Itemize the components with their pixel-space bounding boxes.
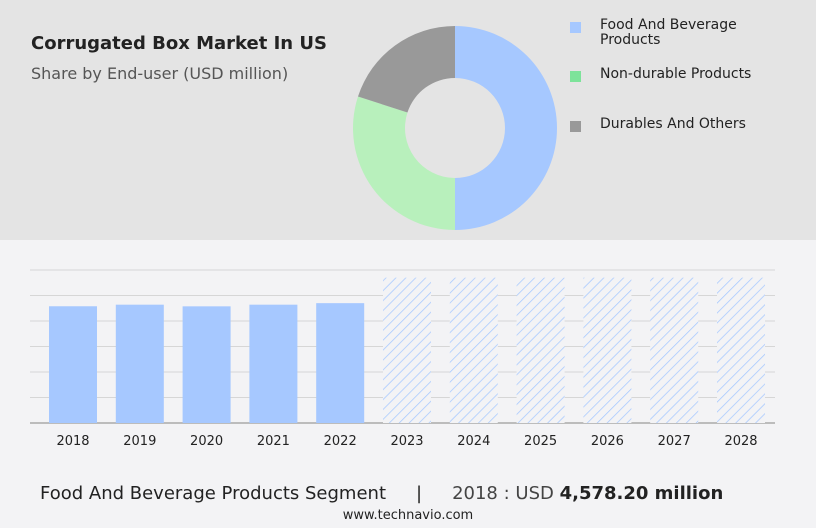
- x-tick-label: 2018: [56, 434, 89, 449]
- x-tick-label: 2022: [324, 434, 357, 449]
- bar: [182, 306, 231, 423]
- footer-year: 2018 : USD: [452, 483, 560, 504]
- footer-value: 4,578.20 million: [559, 483, 724, 504]
- donut-slice: [455, 26, 557, 230]
- footer-separator: |: [416, 483, 423, 504]
- footer-summary: Food And Beverage Products Segment | 2018 …: [40, 483, 723, 504]
- x-tick-label: 2024: [457, 434, 490, 449]
- legend-item-durables: Durables And Others: [570, 117, 810, 149]
- x-tick-label: 2026: [591, 434, 624, 449]
- x-tick-label: 2027: [658, 434, 691, 449]
- footer-segment: Food And Beverage Products Segment: [40, 483, 386, 504]
- forecast-bar: [516, 277, 565, 423]
- donut-slice: [353, 96, 455, 230]
- legend-label: Food And Beverage Products: [600, 17, 737, 48]
- x-tick-label: 2023: [390, 434, 423, 449]
- legend-item-food: Food And Beverage Products: [570, 18, 810, 50]
- forecast-bar: [717, 277, 765, 423]
- forecast-bar: [650, 277, 699, 423]
- legend-swatch: [570, 71, 581, 82]
- bar: [115, 304, 164, 423]
- forecast-bar: [383, 277, 431, 423]
- legend-item-nondurable: Non-durable Products: [570, 67, 810, 99]
- bar: [249, 304, 298, 423]
- bar: [316, 303, 365, 423]
- legend-label: Durables And Others: [600, 116, 746, 132]
- x-tick-label: 2019: [123, 434, 156, 449]
- chart-title: Corrugated Box Market In US: [31, 33, 327, 54]
- legend-swatch: [570, 22, 581, 33]
- chart-subtitle: Share by End-user (USD million): [31, 64, 289, 83]
- x-tick-label: 2028: [724, 434, 757, 449]
- forecast-bar: [583, 277, 632, 423]
- legend-swatch: [570, 121, 581, 132]
- x-tick-label: 2021: [257, 434, 290, 449]
- x-tick-label: 2020: [190, 434, 223, 449]
- bar: [49, 306, 97, 423]
- legend-label: Non-durable Products: [600, 66, 752, 82]
- x-tick-label: 2025: [524, 434, 557, 449]
- donut-slice: [357, 26, 455, 113]
- forecast-bar: [449, 277, 498, 423]
- site-url: www.technavio.com: [342, 508, 474, 523]
